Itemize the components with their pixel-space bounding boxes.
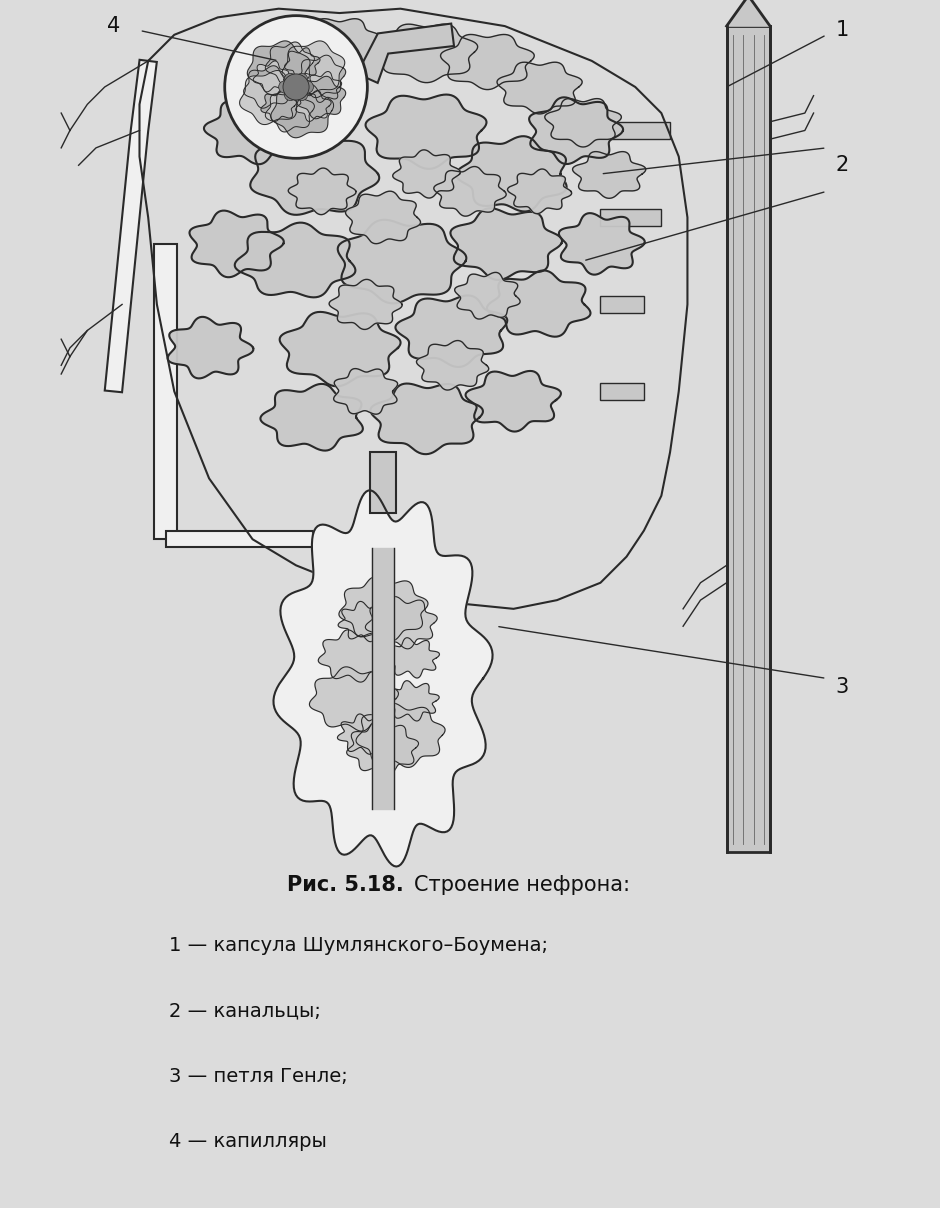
Polygon shape <box>167 316 254 378</box>
Polygon shape <box>572 152 646 198</box>
Polygon shape <box>297 76 346 118</box>
Polygon shape <box>285 48 320 79</box>
Text: 2: 2 <box>836 156 849 175</box>
Polygon shape <box>508 169 572 214</box>
Text: 1 — капсула Шумлянского–Боумена;: 1 — капсула Шумлянского–Боумена; <box>169 936 548 956</box>
Polygon shape <box>337 220 466 303</box>
Polygon shape <box>250 132 379 215</box>
Polygon shape <box>289 168 356 215</box>
Polygon shape <box>309 667 399 731</box>
Polygon shape <box>456 137 567 211</box>
Polygon shape <box>334 368 398 414</box>
Polygon shape <box>297 18 383 70</box>
Polygon shape <box>243 65 292 109</box>
Polygon shape <box>253 60 289 92</box>
Polygon shape <box>601 122 670 139</box>
Polygon shape <box>375 24 478 82</box>
Circle shape <box>284 74 296 86</box>
Polygon shape <box>601 296 644 313</box>
Polygon shape <box>261 91 296 122</box>
Polygon shape <box>366 94 487 169</box>
Text: Рис. 5.18.: Рис. 5.18. <box>288 875 404 895</box>
Polygon shape <box>347 722 418 774</box>
Circle shape <box>284 88 296 100</box>
Polygon shape <box>265 89 314 132</box>
Circle shape <box>295 88 307 100</box>
Polygon shape <box>727 0 770 27</box>
Polygon shape <box>370 384 483 454</box>
Polygon shape <box>282 41 345 95</box>
Polygon shape <box>306 71 341 103</box>
Text: 3 — петля Генле;: 3 — петля Генле; <box>169 1067 348 1086</box>
Polygon shape <box>384 680 439 721</box>
Polygon shape <box>190 210 284 277</box>
Polygon shape <box>165 532 313 547</box>
Text: 4: 4 <box>107 16 120 36</box>
Polygon shape <box>154 244 177 539</box>
Polygon shape <box>601 383 644 400</box>
Circle shape <box>278 81 290 93</box>
Polygon shape <box>297 56 346 98</box>
Polygon shape <box>357 24 454 83</box>
Polygon shape <box>450 208 562 280</box>
Circle shape <box>301 81 313 93</box>
Polygon shape <box>329 279 402 330</box>
Polygon shape <box>396 296 508 367</box>
Polygon shape <box>240 70 303 124</box>
Polygon shape <box>241 46 317 94</box>
Polygon shape <box>296 91 331 122</box>
Polygon shape <box>559 213 645 274</box>
Polygon shape <box>497 62 582 114</box>
Polygon shape <box>371 548 395 809</box>
Polygon shape <box>260 384 363 451</box>
Polygon shape <box>465 371 561 431</box>
Polygon shape <box>280 312 400 387</box>
Polygon shape <box>433 167 507 216</box>
Polygon shape <box>356 703 445 767</box>
Text: 4 — капилляры: 4 — капилляры <box>169 1132 327 1151</box>
Polygon shape <box>727 27 770 853</box>
Polygon shape <box>235 222 355 297</box>
Polygon shape <box>204 98 298 164</box>
Polygon shape <box>455 272 520 319</box>
Polygon shape <box>337 714 392 754</box>
Polygon shape <box>393 150 461 198</box>
Polygon shape <box>487 271 590 337</box>
Circle shape <box>225 16 368 158</box>
Polygon shape <box>346 191 420 244</box>
Polygon shape <box>545 99 621 147</box>
Text: Строение нефрона:: Строение нефрона: <box>414 875 630 895</box>
Text: 3: 3 <box>836 678 849 697</box>
Polygon shape <box>370 452 396 513</box>
Polygon shape <box>384 638 440 678</box>
Polygon shape <box>319 629 390 683</box>
Polygon shape <box>104 60 157 393</box>
Polygon shape <box>274 490 493 866</box>
Polygon shape <box>338 602 393 641</box>
Polygon shape <box>339 576 428 641</box>
Circle shape <box>283 74 309 100</box>
Polygon shape <box>366 597 437 649</box>
Text: 2 — канальцы;: 2 — канальцы; <box>169 1001 321 1021</box>
Polygon shape <box>247 41 310 95</box>
Polygon shape <box>529 98 623 164</box>
Polygon shape <box>271 83 334 138</box>
Polygon shape <box>601 209 662 226</box>
Polygon shape <box>265 42 314 85</box>
Text: 1: 1 <box>836 21 849 40</box>
Polygon shape <box>441 35 534 89</box>
Polygon shape <box>416 341 489 390</box>
Circle shape <box>295 74 307 86</box>
